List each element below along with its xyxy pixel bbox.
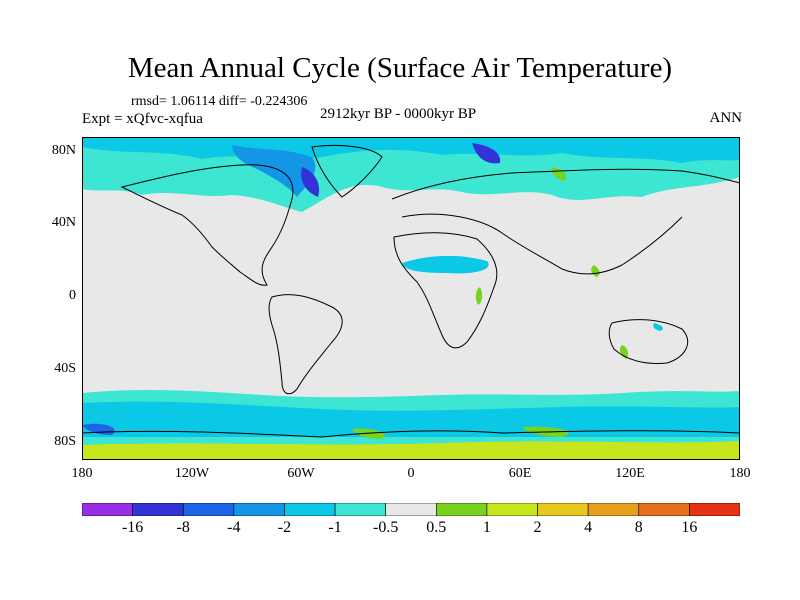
arctic-green-patch [551, 167, 567, 181]
colorbar-label: -2 [277, 519, 292, 536]
colorbar-box [436, 503, 488, 516]
colorbar-label: -16 [121, 519, 144, 536]
antarctica-coast [82, 430, 740, 438]
colorbar-box [689, 503, 740, 516]
australia-cyan-patch [653, 323, 663, 331]
colorbar-box [82, 503, 133, 516]
colorbar-label: 2 [533, 519, 542, 536]
lon-label-0: 0 [407, 466, 415, 481]
colorbar-box [486, 503, 538, 516]
north-america-coast [120, 164, 294, 286]
colorbar-label: -8 [176, 519, 190, 536]
colorbar [82, 503, 740, 516]
colorbar-label: -1 [328, 519, 342, 536]
colorbar-box [537, 503, 589, 516]
colorbar-label: 16 [681, 519, 698, 536]
lat-label-80S: 80S [54, 434, 76, 449]
colorbar-box [638, 503, 690, 516]
colorbar-label: -4 [227, 519, 241, 536]
africa-green-patch [475, 287, 483, 305]
rmsd-diff-stats: rmsd= 1.06114 diff= -0.224306 [131, 94, 308, 109]
eurasia-coast [391, 168, 740, 275]
colorbar-box [284, 503, 336, 516]
colorbar-box [182, 503, 235, 516]
arctic-blue-patches [232, 145, 316, 197]
australia-green-patch [619, 345, 629, 359]
greenland-coast [311, 144, 383, 198]
lon-label-120W: 120W [174, 466, 210, 481]
colorbar-label: 8 [634, 519, 643, 536]
lat-label-40N: 40N [51, 215, 76, 230]
lon-label-120E: 120E [615, 466, 645, 481]
lat-label-0: 0 [69, 288, 76, 303]
sahara-cyan-patch [402, 255, 489, 274]
colorbar-box [132, 503, 184, 516]
lon-label-60W: 60W [287, 466, 315, 481]
coastlines [82, 144, 740, 438]
lon-label-180-right: 180 [729, 466, 751, 481]
anomaly-map [82, 137, 740, 460]
australia-coast [608, 319, 689, 364]
colorbar-box [233, 503, 285, 516]
colorbar-label: 4 [584, 519, 593, 536]
experiment-label: Expt = xQfvc-xqfua [82, 111, 203, 127]
southern-ocean-blue-band [82, 401, 740, 437]
colorbar-box [587, 503, 640, 516]
lat-label-40S: 40S [54, 361, 76, 376]
lon-label-60E: 60E [508, 466, 532, 481]
colorbar-box [385, 503, 437, 516]
africa-coast [393, 232, 498, 349]
south-america-coast [268, 294, 343, 395]
antarctic-green-patches [352, 426, 569, 439]
colorbar-label: 0.5 [426, 519, 447, 536]
season-label: ANN [709, 110, 743, 126]
arctic-dark-patch-2 [472, 143, 501, 164]
map-title: Mean Annual Cycle (Surface Air Temperatu… [127, 52, 673, 84]
antarctic-yellow-band [82, 441, 740, 460]
colorbar-label: 1 [482, 519, 491, 536]
lon-label-180-left: 180 [71, 466, 93, 481]
lat-label-80N: 80N [51, 143, 76, 158]
colorbar-label: -0.5 [373, 519, 399, 536]
arctic-dark-patch-1 [301, 167, 320, 197]
colorbar-box [334, 503, 387, 516]
period-label: 2912kyr BP - 0000kyr BP [320, 106, 477, 122]
